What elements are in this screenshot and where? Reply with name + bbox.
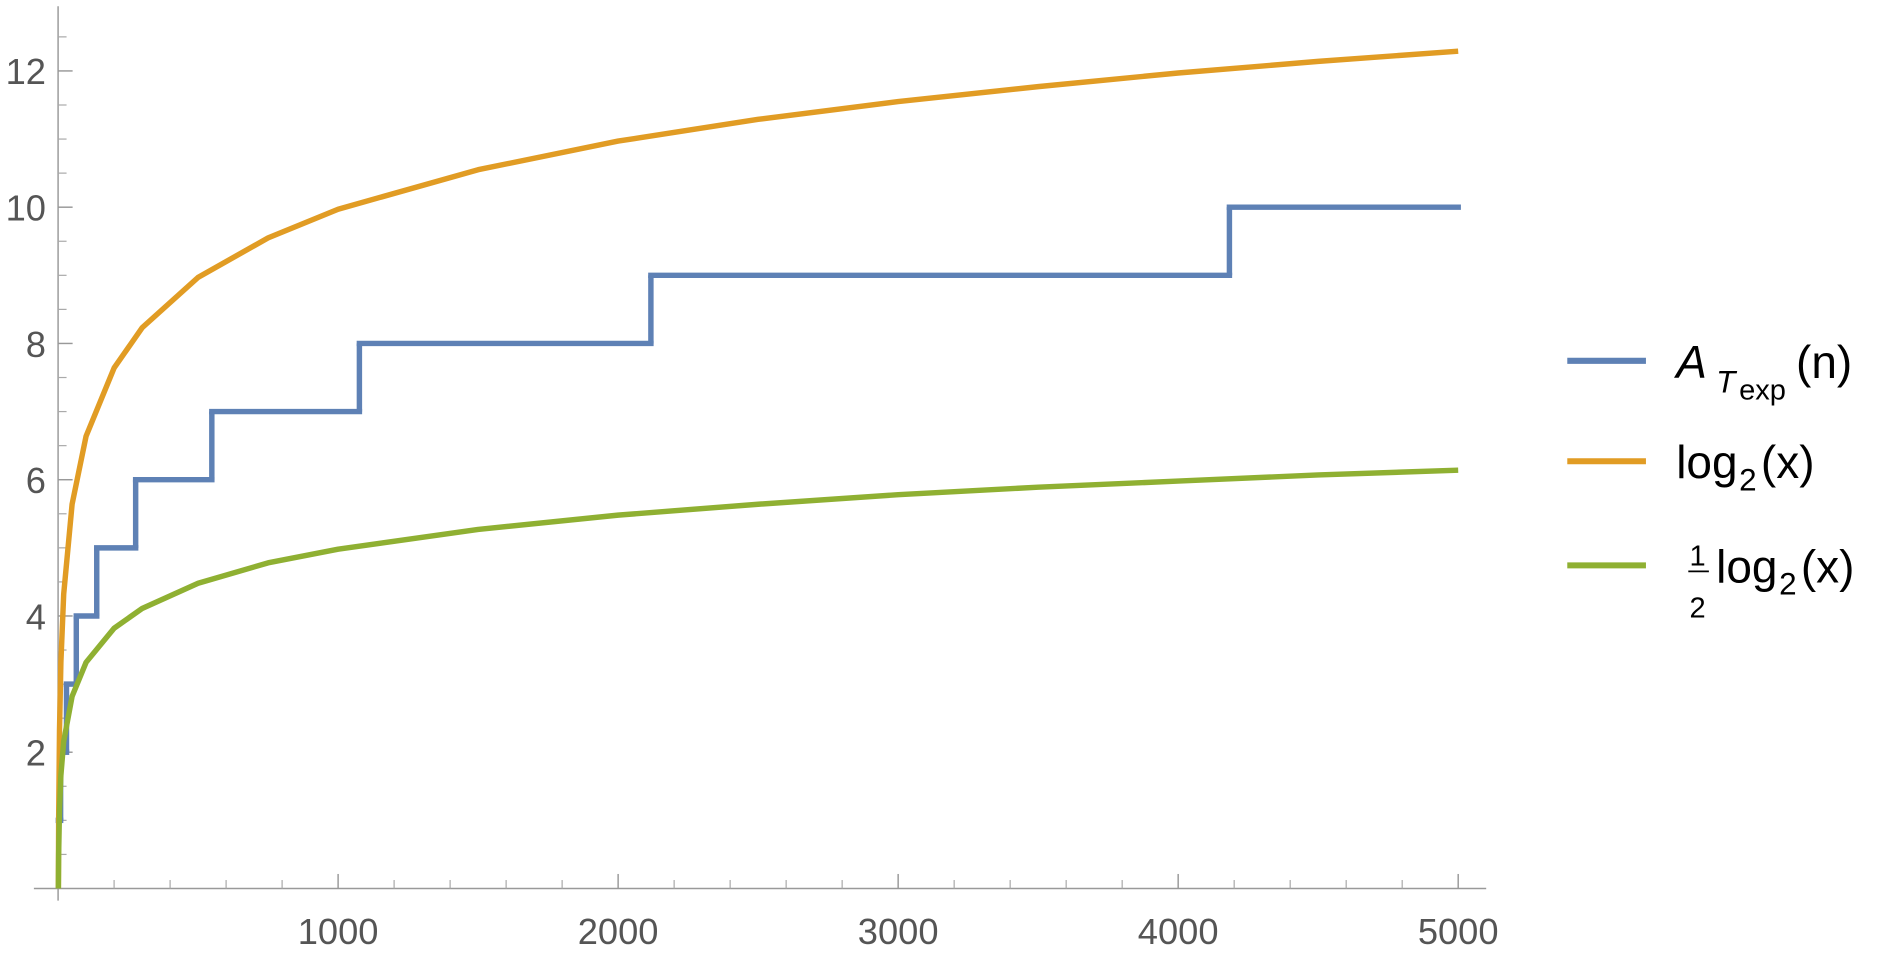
y-tick-label: 6 bbox=[26, 460, 46, 501]
x-tick-label: 2000 bbox=[578, 911, 659, 952]
x-tick-label: 4000 bbox=[1138, 911, 1219, 952]
line-series bbox=[55, 48, 1459, 889]
x-tick-label: 5000 bbox=[1418, 911, 1499, 952]
y-tick-label: 10 bbox=[6, 188, 46, 229]
legend-label: A bbox=[1673, 336, 1707, 388]
axes: 2 4 6 8 10 12 1000 2000 3000 4000 5000 bbox=[6, 6, 1499, 952]
x-tick-label: 3000 bbox=[858, 911, 939, 952]
legend-label: log bbox=[1716, 540, 1777, 592]
legend-label: 2 bbox=[1739, 462, 1757, 497]
legend-label: (x) bbox=[1801, 540, 1855, 592]
x-tick-label: 1000 bbox=[298, 911, 379, 952]
legend-label: 1 bbox=[1690, 540, 1706, 572]
legend-label: 2 bbox=[1779, 566, 1797, 601]
legend-label: 2 bbox=[1690, 592, 1706, 624]
y-tick-label: 12 bbox=[6, 51, 46, 92]
line-series bbox=[55, 467, 1459, 889]
legend-label: exp bbox=[1739, 375, 1786, 407]
legend-label: T bbox=[1716, 364, 1738, 399]
legend-label: (x) bbox=[1761, 436, 1815, 488]
legend-label: log bbox=[1676, 436, 1737, 488]
legend-label: (n) bbox=[1796, 336, 1852, 388]
legend: A T exp (n) log 2 (x) 1 2 log 2 (x) bbox=[1567, 336, 1855, 624]
y-tick-label: 4 bbox=[26, 596, 46, 637]
y-tick-label: 8 bbox=[26, 324, 46, 365]
y-tick-label: 2 bbox=[26, 733, 46, 774]
